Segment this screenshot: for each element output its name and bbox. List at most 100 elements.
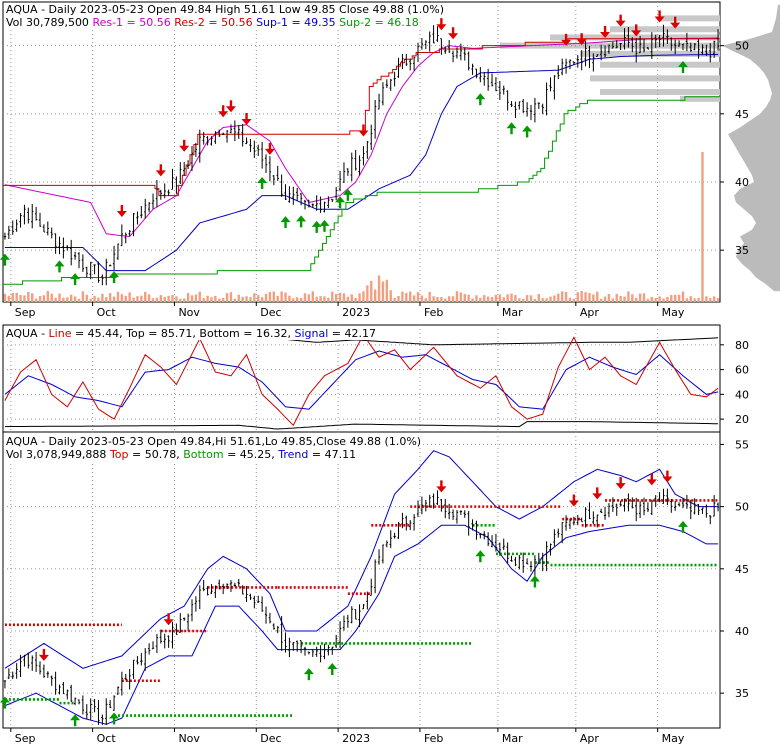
volume-bar: [615, 293, 618, 302]
volume-bar: [93, 295, 96, 302]
line-sup-1: [4, 54, 719, 272]
sell-arrow-head: [576, 39, 587, 46]
volume-bar: [167, 295, 170, 302]
sell-arrow-head: [358, 130, 369, 137]
sell-arrow-head: [561, 39, 572, 46]
volume-bar: [272, 291, 276, 302]
volume-bar: [584, 292, 587, 302]
volume-bar: [163, 296, 166, 302]
price-xtick-label: Nov: [178, 306, 200, 319]
price-xtick-label: May: [662, 306, 685, 319]
trend-buy-arrow-head: [677, 520, 688, 527]
price-volume-overlay: [660, 15, 720, 22]
volume-bar: [373, 289, 377, 302]
volume-bar: [260, 297, 264, 302]
volume-bar: [124, 295, 127, 302]
line-bottom: [4, 421, 719, 430]
volume-bar: [533, 298, 537, 302]
volume-bar: [147, 294, 151, 302]
volume-bar: [276, 295, 279, 302]
volume-bar: [140, 295, 143, 302]
volume-bar: [592, 294, 595, 302]
volume-bar: [490, 297, 494, 302]
volume-bar: [662, 298, 665, 302]
volume-bar: [506, 294, 509, 302]
volume-bar: [307, 294, 311, 302]
buy-arrow-head: [109, 271, 120, 278]
volume-bar: [182, 298, 186, 302]
volume-bar: [54, 297, 57, 302]
legend-item: = 85.71,: [148, 327, 199, 340]
buy-arrow-head: [280, 216, 291, 223]
sell-arrow-head: [631, 30, 642, 37]
volume-bar: [151, 298, 155, 302]
legend-bg: [5, 435, 423, 448]
volume-bar: [514, 295, 517, 302]
volume-bar: [50, 293, 53, 302]
volume-bar: [112, 296, 116, 302]
volume-bar: [362, 291, 365, 302]
trend-buy-arrow-head: [303, 668, 314, 675]
band-lower: [4, 524, 719, 725]
legend-item: = 45.44,: [75, 327, 126, 340]
volume-bar: [108, 293, 112, 302]
volume-bar: [502, 297, 505, 302]
volume-bar: [241, 296, 244, 302]
legend-bg: [5, 327, 377, 340]
indicator-ytick-label: 40: [735, 388, 749, 401]
volume-bar: [381, 281, 385, 302]
volume-bar: [607, 294, 611, 302]
volume-bar: [34, 298, 38, 302]
volume-bar: [292, 298, 295, 302]
volume-bar: [46, 291, 50, 302]
volume-bar: [619, 296, 622, 302]
volume-bar: [525, 295, 529, 302]
volume-bar: [654, 298, 657, 302]
volume-bar: [588, 292, 591, 302]
legend-item: = 45.25,: [227, 448, 278, 461]
volume-bar: [596, 291, 599, 302]
volume-bar: [428, 291, 431, 302]
volume-bar: [681, 291, 685, 302]
volume-bar: [23, 295, 26, 302]
legend-item: Bottom: [199, 327, 243, 340]
volume-bar: [420, 295, 424, 302]
legend-item: AQUA - Daily 2023-05-23 Open 49.84 High …: [6, 3, 444, 16]
indicator-ytick-label: 20: [735, 413, 749, 426]
volume-bar: [498, 294, 502, 302]
volume-bar: [393, 297, 396, 302]
volume-bar: [15, 292, 18, 302]
buy-arrow-head: [677, 61, 688, 68]
price-ytick-label: 40: [735, 176, 749, 189]
legend-bg: [5, 16, 420, 29]
volume-bar: [105, 297, 108, 302]
indicator-ytick-label: 60: [735, 364, 749, 377]
trend-sell-arrow-head: [163, 619, 174, 626]
volume-bar: [257, 295, 260, 302]
volume-bar: [358, 293, 361, 302]
sell-arrow-head: [241, 119, 252, 126]
trend-sell-arrow-head: [38, 654, 49, 661]
legend-item: Vol 3,078,949,888: [6, 448, 110, 461]
volume-bar: [319, 296, 322, 302]
buy-arrow-head: [311, 220, 322, 227]
price-volume-overlay: [610, 26, 720, 33]
buy-arrow-head: [257, 177, 268, 184]
legend-item: Res-2 = 50.56: [174, 16, 256, 29]
volume-bar: [331, 291, 334, 302]
buy-arrow-head: [70, 273, 81, 280]
volume-bar: [685, 298, 689, 302]
volume-bar: [479, 297, 482, 302]
indicator-ytick-label: 80: [735, 339, 749, 352]
legend-item: Top: [125, 327, 148, 340]
volume-bar: [705, 296, 708, 302]
volume-bar: [494, 294, 498, 302]
volume-bar: [3, 293, 7, 302]
price-volume-overlay: [600, 61, 720, 68]
volume-bar: [557, 293, 560, 302]
legend-item: Sup-1 = 49.35: [256, 16, 339, 29]
trend-xtick-label: Nov: [178, 732, 200, 745]
legend-item: Res-1 = 50.56: [92, 16, 174, 29]
volume-bar: [159, 295, 163, 302]
buy-arrow-head: [475, 93, 486, 100]
